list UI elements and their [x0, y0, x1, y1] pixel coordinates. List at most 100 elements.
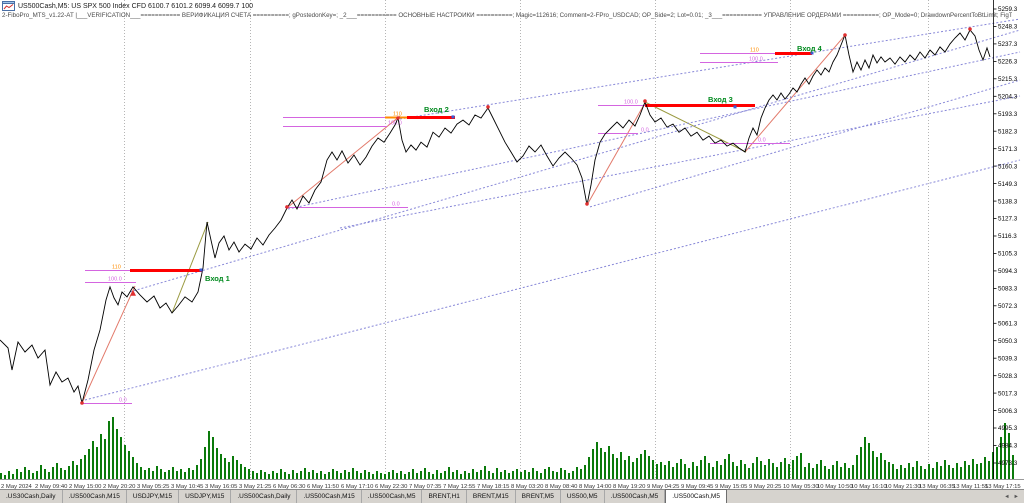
entry-point-square [451, 115, 455, 119]
fibo-level-label: 0.0 [641, 128, 649, 134]
price-axis[interactable]: 5259.3 5248.3 5237.3 5226.3 5215.3 5204.3 5193… [0, 0, 1024, 480]
time-axis[interactable]: 2 May 2024 2 May 09:40 2 May 15:00 2 May 20… [1, 484, 1021, 489]
chart-tab[interactable]: .US500Cash,M15 [297, 490, 362, 503]
price-axis-tick: 5171.3 [998, 146, 1018, 153]
time-axis-tick: 13 May 06:35 [919, 484, 955, 489]
price-axis-tick: 4984.3 [998, 443, 1018, 450]
time-axis-tick: 3 May 10:45 [171, 484, 204, 489]
chart-tab[interactable]: BRENT,M15 [467, 490, 516, 503]
time-axis-tick: 10 May 16:10 [851, 484, 887, 489]
price-axis-tick: 5028.3 [998, 373, 1018, 380]
time-axis-tick: 13 May 17:15 [985, 484, 1021, 489]
price-axis-tick: 5094.3 [998, 268, 1018, 275]
chart-tab[interactable]: .US500Cash,M5 [605, 490, 666, 503]
time-axis-tick: 3 May 21:25 [239, 484, 272, 489]
chart-tab[interactable]: .US500Cash,M5 [362, 490, 423, 503]
fibo-level-label: 0.0 [119, 398, 127, 404]
swing-point-dot [396, 116, 400, 120]
time-axis-tick: 10 May 21:30 [885, 484, 921, 489]
time-axis-tick: 8 May 08:40 [545, 484, 578, 489]
price-axis-tick: 5182.3 [998, 128, 1018, 135]
price-axis-tick: 5259.3 [998, 6, 1018, 13]
time-axis-tick: 6 May 06:30 [273, 484, 306, 489]
time-axis-tick: 9 May 04:25 [647, 484, 680, 489]
trendlines[interactable] [81, 18, 1021, 404]
fibo-level-label: 100.0 [624, 100, 638, 106]
time-axis-tick: 3 May 05:25 [137, 484, 170, 489]
time-axis-tick: 7 May 18:15 [477, 484, 510, 489]
time-axis-tick: 6 May 17:10 [341, 484, 374, 489]
chart-tab[interactable]: BRENT,M5 [516, 490, 561, 503]
chart-tab[interactable]: .US500Cash,M15 [63, 490, 127, 503]
price-axis-tick: 5061.3 [998, 321, 1018, 328]
price-axis-tick: 5149.3 [998, 181, 1018, 188]
time-axis-tick: 8 May 14:00 [579, 484, 612, 489]
price-axis-tick: 5160.3 [998, 163, 1018, 170]
buy-arrow-icon [130, 289, 136, 296]
fibo-level-label: 110 [750, 48, 759, 54]
fibo-level-label: 110 [112, 265, 121, 271]
price-axis-tick: 5193.3 [998, 111, 1018, 118]
chart-tab[interactable]: .US30Cash,Daily [0, 490, 63, 503]
swing-point-dot [585, 202, 589, 206]
swing-point-dot [843, 33, 847, 37]
time-axis-tick: 2 May 09:40 [35, 484, 68, 489]
time-axis-tick: 2 May 15:00 [69, 484, 102, 489]
tab-scroll-right-icon[interactable]: ► [1013, 493, 1019, 500]
trade-markers [80, 27, 972, 405]
time-axis-tick: 10 May 05:30 [783, 484, 819, 489]
price-axis-tick: 4973.3 [998, 460, 1018, 467]
fibo-level-label: 100.0 [749, 57, 763, 63]
volume-bars [0, 417, 1014, 479]
entry-labels: Вход 1 Вход 2 Вход 3 Вход 4 [205, 44, 823, 283]
tab-scroll-left-icon[interactable]: ◄ [1004, 493, 1010, 500]
time-axis-tick: 6 May 22:30 [375, 484, 408, 489]
time-axis-tick: 2 May 20:20 [103, 484, 136, 489]
chart-tab-active[interactable]: .US500Cash,M5 [665, 489, 727, 503]
entry-label: Вход 4 [797, 44, 823, 53]
grid-day-separators [124, 0, 929, 479]
chart-tab[interactable]: USDJPY,M15 [127, 490, 180, 503]
price-chart-canvas[interactable]: 110 100.0 0.0 100.0 110 100.0 0.0 0.0 110 100.0 0.… [0, 0, 1024, 489]
chart-tab[interactable]: US500,M5 [561, 490, 605, 503]
time-axis-tick: 7 May 07:35 [409, 484, 442, 489]
entry-point-square [810, 51, 814, 55]
entry-point-square [733, 105, 737, 109]
price-axis-tick: 4995.3 [998, 425, 1018, 432]
chart-header: US500Cash,M5: US SPX 500 Index CFD 6100.… [2, 1, 253, 11]
fibo-level-label: 0.0 [758, 138, 766, 144]
time-axis-tick: 2 May 2024 [1, 484, 33, 489]
indicator-settings-line: 2-FiboPro_MTS_v1.22-AT |___VERIFICATION_… [2, 12, 1012, 19]
entry-label: Вход 2 [424, 105, 449, 114]
time-axis-tick: 3 May 16:05 [205, 484, 238, 489]
price-axis-tick: 5050.3 [998, 338, 1018, 345]
swing-point-dot [968, 27, 972, 31]
time-axis-tick: 8 May 03:20 [511, 484, 544, 489]
chart-tab[interactable]: BRENT,H1 [422, 490, 467, 503]
chart-tab-bar: .US30Cash,Daily .US500Cash,M15 USDJPY,M15 U… [0, 489, 1024, 503]
fibo-level-label: 100.0 [388, 121, 402, 127]
time-axis-tick: 13 May 11:55 [953, 484, 989, 489]
price-line [0, 29, 991, 404]
swing-point-dot [643, 99, 647, 103]
price-axis-tick: 5237.3 [998, 41, 1018, 48]
time-axis-tick: 6 May 11:50 [307, 484, 340, 489]
price-axis-tick: 5105.3 [998, 251, 1018, 258]
entry-label: Вход 3 [708, 95, 733, 104]
time-axis-tick: 7 May 12:55 [443, 484, 476, 489]
price-axis-tick: 5215.3 [998, 76, 1018, 83]
fibo-levels[interactable]: 110 100.0 0.0 100.0 110 100.0 0.0 0.0 110 100.0 0.… [82, 48, 812, 404]
price-axis-tick: 5248.3 [998, 24, 1018, 31]
price-axis-tick: 5039.3 [998, 355, 1018, 362]
tab-scroll-controls: ◄ ► [999, 490, 1024, 503]
price-axis-tick: 5138.3 [998, 198, 1018, 205]
time-axis-tick: 10 May 10:50 [817, 484, 853, 489]
price-axis-tick: 5017.3 [998, 390, 1018, 397]
chart-tab[interactable]: .US500Cash,Daily [231, 490, 298, 503]
price-axis-tick: 5006.3 [998, 408, 1018, 415]
price-axis-tick: 5204.3 [998, 94, 1018, 101]
chart-tab[interactable]: USDJPY,M15 [179, 490, 232, 503]
price-axis-tick: 5072.3 [998, 303, 1018, 310]
price-axis-tick: 5127.3 [998, 216, 1018, 223]
